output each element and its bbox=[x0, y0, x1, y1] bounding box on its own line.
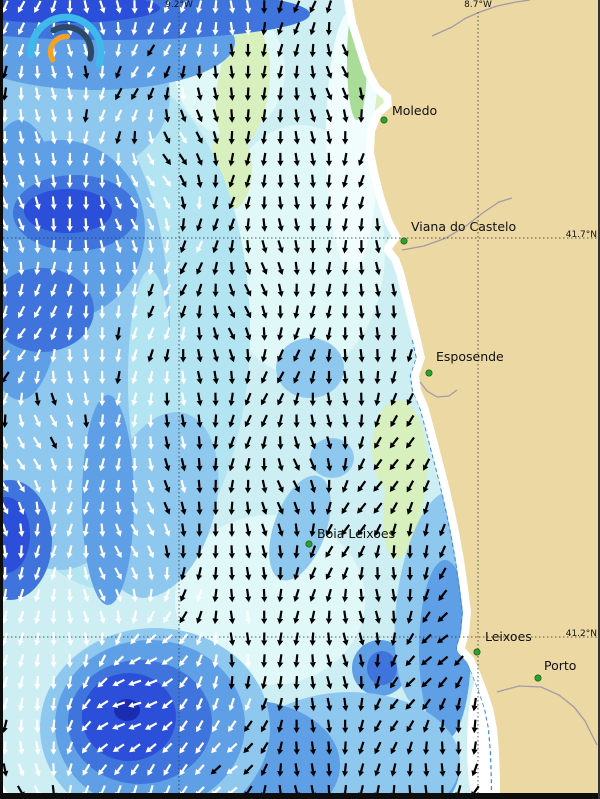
meridian-label: 9.2°W bbox=[165, 0, 193, 10]
map-border-left bbox=[0, 0, 3, 799]
parallel-label: 41.2°N bbox=[565, 629, 597, 639]
map-border-right bbox=[598, 0, 600, 799]
place-marker bbox=[473, 648, 481, 656]
graticule-lines bbox=[3, 12, 597, 793]
meridian-label: 8.7°W bbox=[464, 0, 492, 10]
place-marker bbox=[380, 116, 388, 124]
place-marker bbox=[305, 540, 313, 548]
parallel-label: 41.7°N bbox=[565, 230, 597, 240]
place-label: Esposende bbox=[436, 349, 504, 364]
place-label: Viana do Castelo bbox=[411, 219, 517, 234]
map-border-bottom bbox=[0, 793, 600, 799]
place-marker bbox=[534, 674, 542, 682]
river-lines bbox=[401, 0, 598, 746]
directional-arc-glyph bbox=[27, 13, 105, 68]
place-label: Moledo bbox=[392, 103, 438, 118]
place-marker bbox=[400, 237, 408, 245]
place-label: Boia Leixoes bbox=[317, 526, 396, 541]
place-marker bbox=[425, 369, 433, 377]
place-markers bbox=[305, 116, 542, 682]
place-label: Porto bbox=[544, 658, 577, 673]
place-label: Leixoes bbox=[485, 629, 532, 644]
wave-direction-arrows bbox=[0, 0, 480, 799]
